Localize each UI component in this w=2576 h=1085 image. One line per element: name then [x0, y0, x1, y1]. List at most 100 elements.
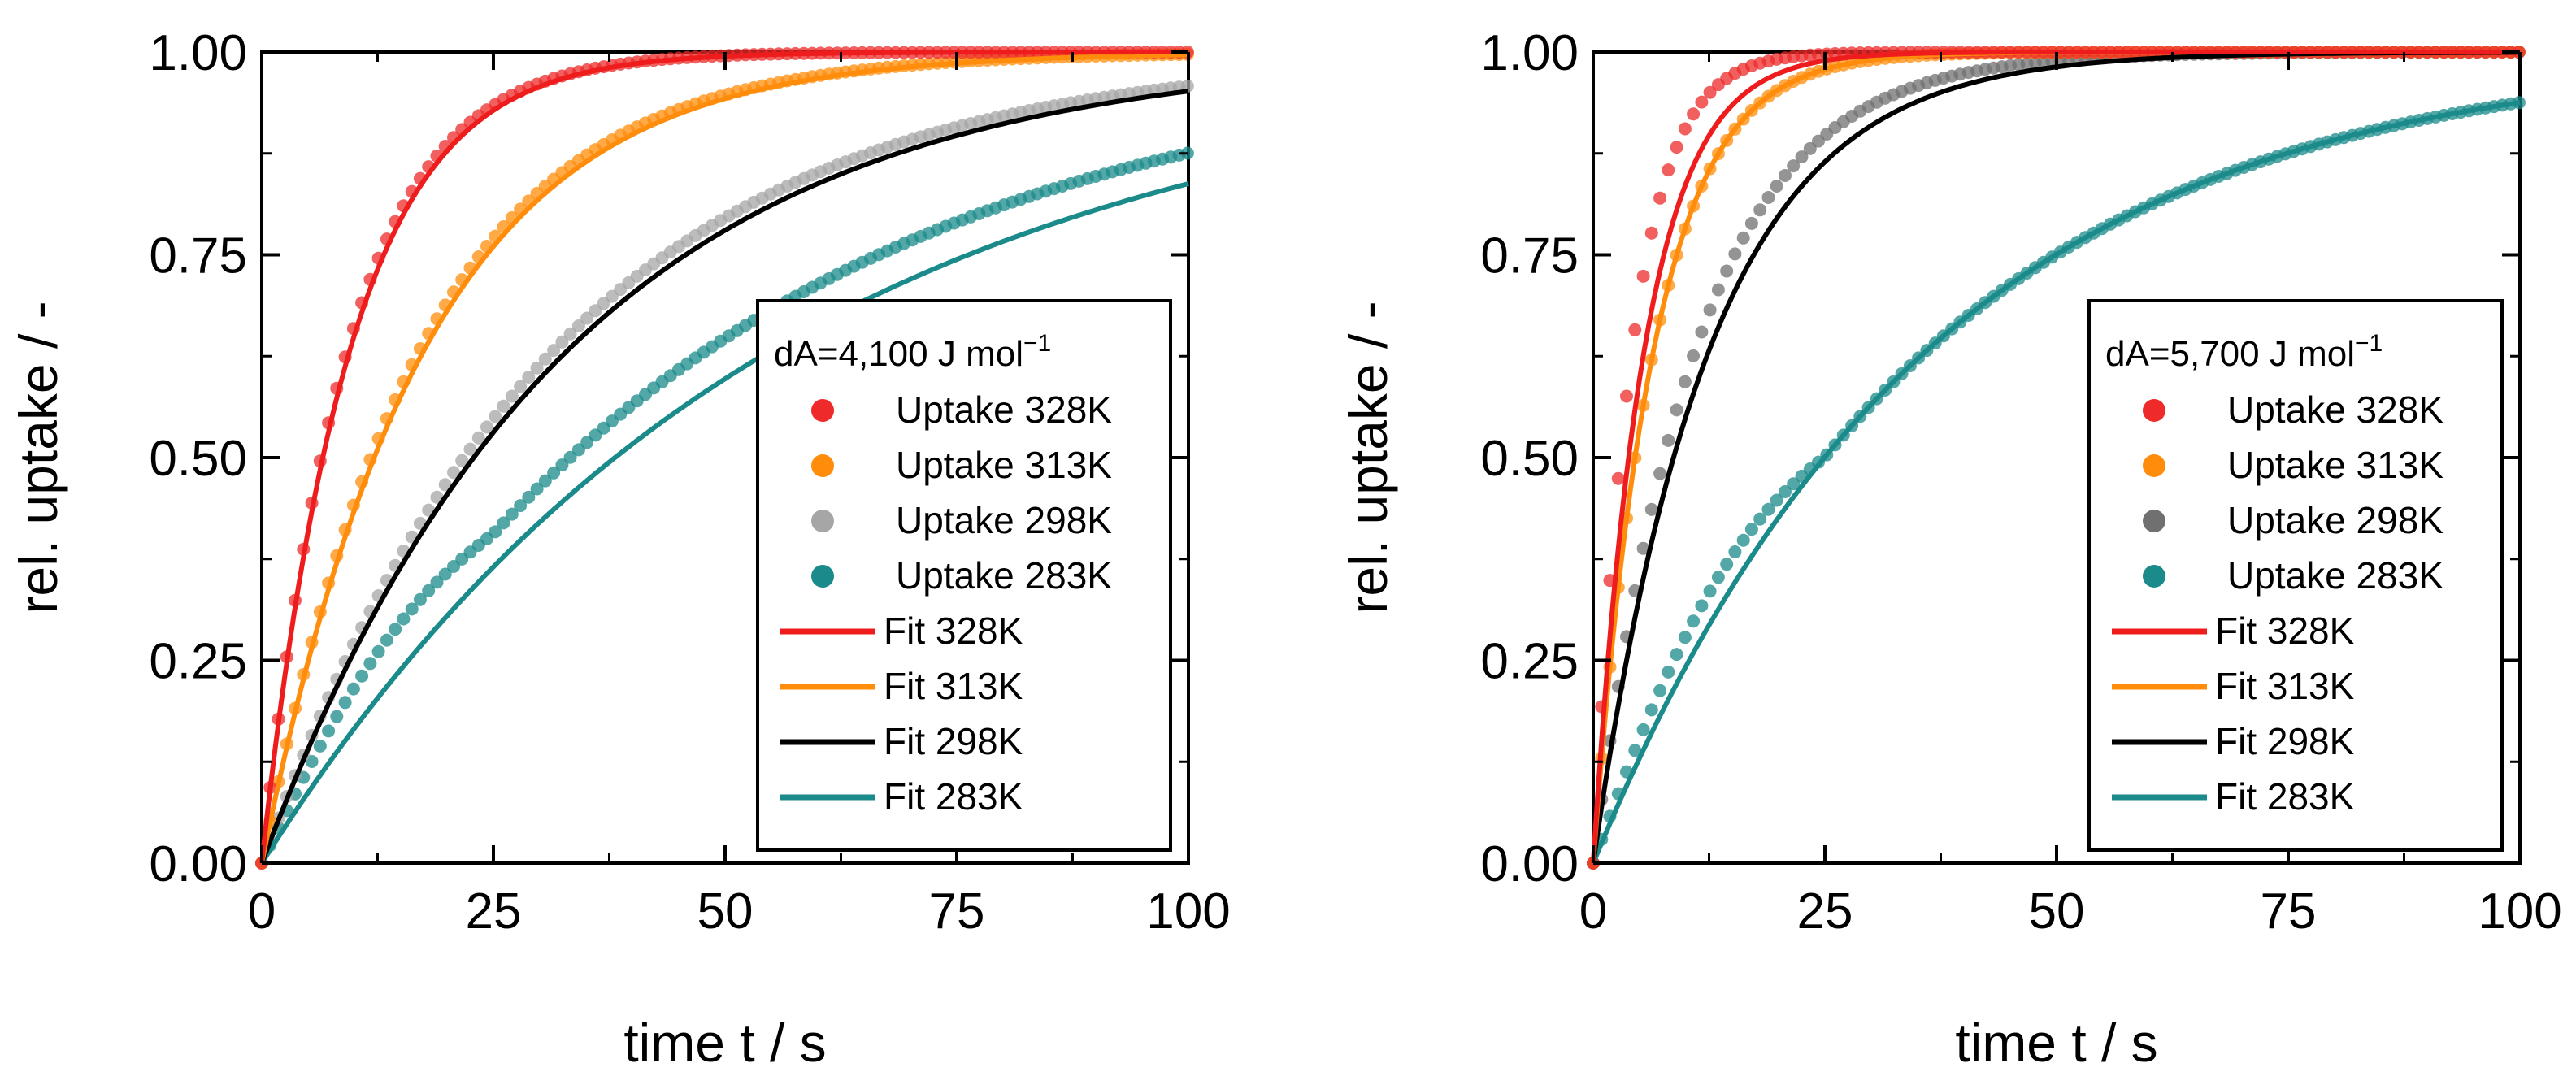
- data-point: [1787, 159, 1801, 173]
- data-point: [1770, 493, 1783, 507]
- y-tick-label: 0.25: [149, 634, 247, 690]
- data-point: [1678, 631, 1692, 644]
- series-uptake-283k: [255, 146, 1194, 870]
- x-tick-label: 25: [1797, 883, 1853, 940]
- y-tick-label: 0.00: [1480, 836, 1579, 892]
- fit-line-fit-283k: [259, 181, 1189, 865]
- data-point: [438, 567, 452, 581]
- data-point: [1703, 303, 1717, 317]
- y-tick-label: 1.00: [149, 25, 247, 81]
- legend-label: Fit 283K: [2215, 775, 2355, 818]
- legend-marker: [811, 399, 834, 422]
- legend-label: Uptake 298K: [896, 499, 1112, 541]
- y-tick-label: 0.50: [149, 431, 247, 487]
- y-tick-label: 0.00: [149, 836, 247, 892]
- legend-title-superscript: −1: [2355, 330, 2383, 357]
- data-point: [338, 696, 352, 710]
- data-point: [363, 657, 377, 671]
- data-point: [405, 602, 419, 616]
- data-point: [1636, 269, 1650, 283]
- legend-label: Uptake 283K: [896, 554, 1112, 597]
- tick-layer: 0 25 50 75 100 0.00 0.25 0.50 0.75 1.00: [149, 25, 1230, 940]
- data-point: [1653, 684, 1667, 697]
- data-point: [1611, 471, 1625, 485]
- data-point: [380, 633, 393, 647]
- data-point: [514, 380, 528, 393]
- data-point: [571, 443, 585, 457]
- data-point: [489, 410, 502, 423]
- x-tick-label: 25: [466, 883, 522, 940]
- data-point: [538, 352, 552, 366]
- fit-line-fit-313k: [259, 52, 1189, 864]
- data-point: [1770, 180, 1783, 193]
- data-point: [1787, 477, 1801, 491]
- data-point: [430, 575, 444, 589]
- y-axis-label: rel. uptake / -: [1338, 301, 1398, 614]
- data-point: [522, 371, 536, 384]
- data-point: [1728, 545, 1742, 558]
- data-point: [322, 724, 336, 738]
- data-point: [1670, 403, 1683, 417]
- data-point: [463, 442, 477, 456]
- data-point: [1736, 231, 1750, 245]
- data-point: [1711, 283, 1725, 297]
- legend-items: Uptake 328K Uptake 313K Uptake 298K Uptake …: [2112, 388, 2444, 818]
- x-axis-label: time t / s: [623, 1013, 826, 1073]
- data-point: [580, 311, 594, 325]
- data-point: [455, 454, 469, 467]
- data-point: [438, 478, 452, 492]
- x-axis-label: time t / s: [1955, 1013, 2157, 1073]
- data-point: [1662, 163, 1675, 177]
- legend-label: Uptake 328K: [896, 388, 1112, 431]
- legend-label: Fit 313K: [884, 665, 1023, 707]
- data-point: [1795, 150, 1809, 164]
- data-point: [1728, 247, 1742, 261]
- chart-panel-left: 0 25 50 75 100 0.00 0.25 0.50 0.75 1.00 time t / …: [8, 25, 1231, 1073]
- data-point: [538, 474, 552, 488]
- data-point: [563, 327, 577, 341]
- series-layer: [255, 46, 1194, 870]
- legend-title: dA=4,100 J mol−1: [774, 330, 1051, 374]
- data-point: [497, 516, 510, 530]
- data-point: [1803, 141, 1817, 155]
- data-point: [397, 612, 411, 626]
- data-point: [571, 319, 585, 332]
- data-point: [1620, 389, 1633, 403]
- data-point: [480, 420, 493, 434]
- data-point: [1636, 541, 1650, 555]
- data-point: [514, 499, 528, 513]
- data-point: [471, 431, 485, 445]
- y-tick-label: 0.75: [1480, 228, 1579, 284]
- data-point: [1720, 264, 1734, 278]
- legend-title-superscript: −1: [1023, 330, 1051, 357]
- data-point: [1711, 571, 1725, 584]
- legend-marker: [2143, 510, 2165, 532]
- data-point: [1653, 191, 1667, 205]
- legend-label: Fit 313K: [2215, 665, 2355, 707]
- data-point: [413, 592, 427, 606]
- y-tick-label: 1.00: [1480, 25, 1579, 81]
- x-tick-label: 100: [2478, 883, 2561, 940]
- data-point: [1687, 614, 1701, 628]
- data-point: [1687, 349, 1701, 362]
- data-point: [1678, 375, 1692, 388]
- data-point: [530, 482, 544, 496]
- data-point: [1779, 485, 1792, 498]
- legend-label: Fit 328K: [884, 610, 1023, 652]
- legend-marker: [811, 510, 834, 532]
- x-tick-label: 75: [929, 883, 985, 940]
- data-point: [1744, 523, 1758, 536]
- data-point: [330, 710, 344, 723]
- data-point: [1662, 433, 1675, 447]
- y-axis-label: rel. uptake / -: [8, 301, 68, 614]
- data-point: [1761, 502, 1775, 516]
- x-tick-label: 100: [1146, 883, 1230, 940]
- fit-line-fit-298k: [259, 89, 1189, 865]
- legend-label: Fit 298K: [2215, 720, 2355, 762]
- data-point: [447, 466, 460, 480]
- data-point: [1695, 95, 1709, 109]
- data-point: [371, 644, 385, 658]
- data-point: [1628, 744, 1642, 757]
- data-point: [522, 490, 536, 504]
